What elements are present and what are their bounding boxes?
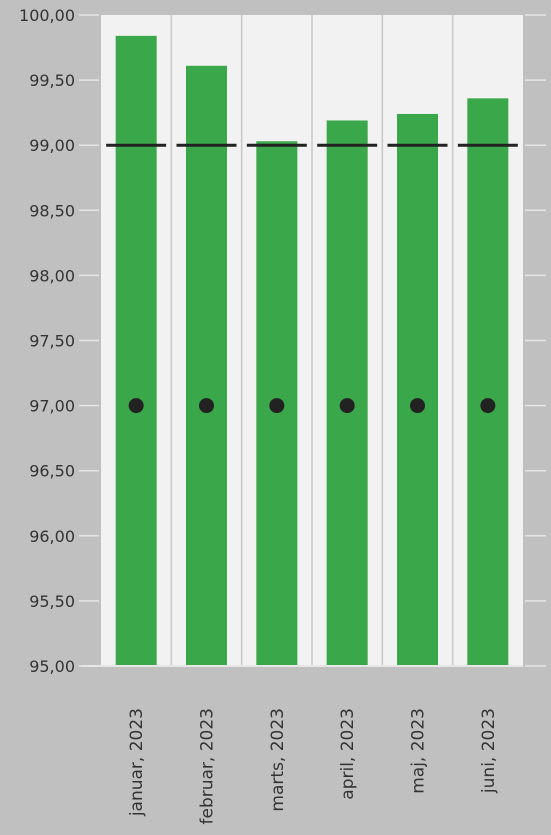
x-tick-label: marts, 2023 bbox=[268, 708, 288, 812]
y-tick-label: 100,00 bbox=[19, 6, 75, 25]
y-tick-label: 99,50 bbox=[29, 71, 75, 90]
y-tick-label: 99,00 bbox=[29, 136, 75, 155]
bar bbox=[326, 120, 368, 667]
x-tick-label: juni, 2023 bbox=[479, 708, 499, 794]
threshold-point bbox=[339, 398, 355, 414]
bar bbox=[186, 65, 227, 666]
bar bbox=[397, 113, 438, 666]
threshold-point bbox=[480, 398, 496, 414]
bar bbox=[467, 98, 509, 666]
y-tick-label: 96,50 bbox=[29, 462, 75, 481]
y-tick-label: 98,50 bbox=[29, 201, 75, 220]
y-tick-label: 96,00 bbox=[29, 527, 75, 546]
bar bbox=[115, 35, 157, 666]
threshold-point bbox=[410, 398, 425, 414]
y-tick-label: 97,50 bbox=[29, 332, 75, 351]
threshold-point bbox=[128, 398, 144, 414]
y-tick-label: 98,00 bbox=[29, 266, 75, 285]
x-tick-label: april, 2023 bbox=[338, 708, 358, 800]
y-tick-label: 95,50 bbox=[29, 592, 75, 611]
x-tick-label: maj, 2023 bbox=[409, 708, 429, 794]
x-tick-label: januar, 2023 bbox=[127, 708, 147, 817]
y-tick-label: 95,00 bbox=[29, 657, 75, 676]
threshold-point bbox=[269, 398, 285, 414]
y-tick-label: 97,00 bbox=[29, 397, 75, 416]
x-tick-label: februar, 2023 bbox=[198, 708, 218, 824]
threshold-point bbox=[199, 398, 214, 414]
